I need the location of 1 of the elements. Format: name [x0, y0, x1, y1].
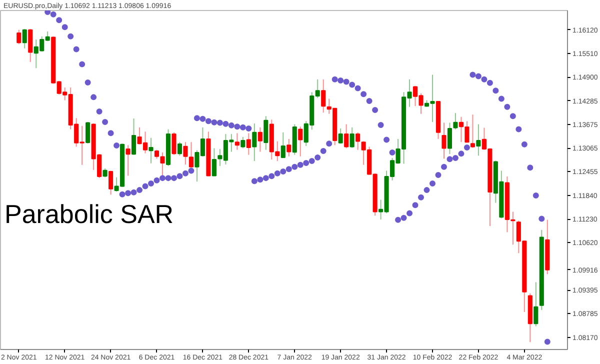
annotation: Parabolic SAR	[4, 198, 174, 229]
